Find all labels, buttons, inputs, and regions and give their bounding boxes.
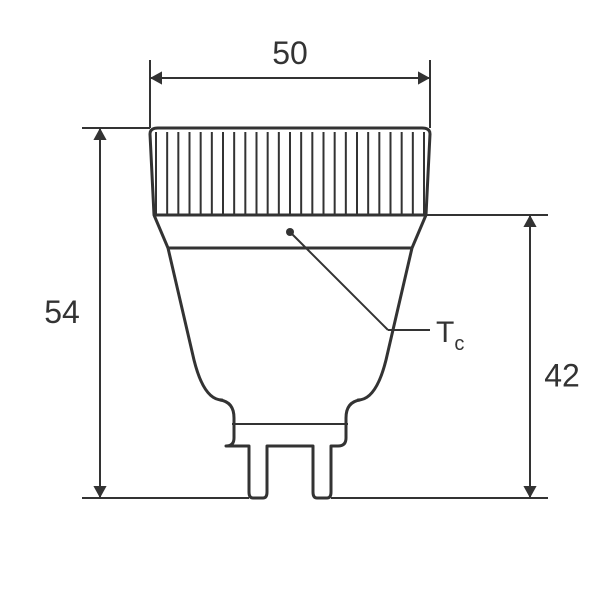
bulb-dimension-diagram: 50 54 42 Tc xyxy=(0,0,600,600)
tc-label: Tc xyxy=(436,316,464,355)
dimension-width-label: 50 xyxy=(272,35,308,71)
dimension-offset-label: 42 xyxy=(544,358,580,394)
dimension-height-label: 54 xyxy=(44,294,80,330)
